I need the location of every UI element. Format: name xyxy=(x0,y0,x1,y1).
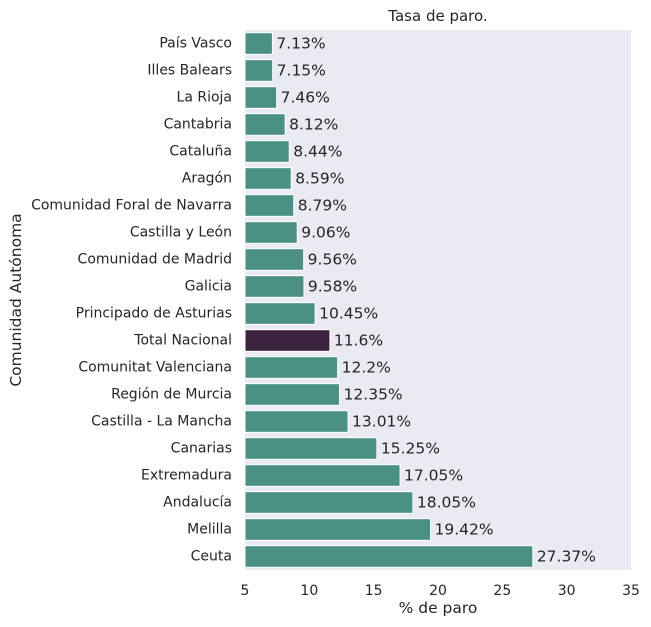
data-label: 13.01% xyxy=(352,413,411,431)
category-label: Cantabria xyxy=(164,117,232,133)
bar xyxy=(244,518,432,541)
data-label: 9.56% xyxy=(308,251,357,269)
bar xyxy=(244,221,298,244)
category-label: Melilla xyxy=(187,522,232,538)
data-label: 7.46% xyxy=(281,89,330,107)
data-label: 19.42% xyxy=(435,521,494,539)
category-label: Castilla - La Mancha xyxy=(91,414,232,430)
y-axis-title: Comunidad Autónoma xyxy=(7,213,25,386)
bar xyxy=(244,86,278,109)
x-tick-labels-group: 5 10 15 20 25 30 35 xyxy=(241,583,640,599)
bar xyxy=(244,383,341,406)
data-label: 10.45% xyxy=(319,305,378,323)
x-tick-label: 35 xyxy=(622,583,640,599)
bar xyxy=(244,437,378,460)
data-label: 8.44% xyxy=(293,143,342,161)
data-label: 18.05% xyxy=(417,494,476,512)
data-label: 8.12% xyxy=(289,116,338,134)
data-label: 12.35% xyxy=(344,386,403,404)
category-label: La Rioja xyxy=(177,90,232,106)
category-label: Ceuta xyxy=(191,549,232,565)
bar xyxy=(244,113,286,136)
bar xyxy=(244,491,414,514)
bars-group xyxy=(244,32,534,568)
bar xyxy=(244,464,401,487)
plot-area xyxy=(245,30,631,570)
bar xyxy=(244,329,331,352)
category-label: Illes Balears xyxy=(147,63,232,79)
category-label: Comunidad Foral de Navarra xyxy=(31,198,232,214)
category-label: Extremadura xyxy=(141,468,232,484)
bar xyxy=(244,140,290,163)
x-tick-label: 25 xyxy=(493,583,511,599)
category-label: Andalucía xyxy=(163,495,232,511)
x-tick-label: 10 xyxy=(300,583,318,599)
x-axis-title: % de paro xyxy=(399,599,478,617)
category-label: País Vasco xyxy=(159,36,232,52)
data-label: 27.37% xyxy=(537,548,596,566)
data-label: 7.15% xyxy=(277,62,326,80)
bar xyxy=(244,248,305,271)
category-label: Galicia xyxy=(185,279,232,295)
bar xyxy=(244,410,349,433)
bar xyxy=(244,545,534,568)
category-label: Aragón xyxy=(182,171,232,187)
bar xyxy=(244,167,292,190)
data-labels-group: 7.13% 7.15% 7.46% 8.12% 8.44% 8.59% 8.79% 9.06%… xyxy=(276,35,596,566)
category-label: Canarias xyxy=(171,441,232,457)
data-label: 8.59% xyxy=(295,170,344,188)
data-label: 11.6% xyxy=(334,332,383,350)
data-label: 12.2% xyxy=(342,359,391,377)
data-label: 17.05% xyxy=(404,467,463,485)
x-tick-label: 20 xyxy=(429,583,447,599)
bar xyxy=(244,32,273,55)
bar xyxy=(244,275,305,298)
x-tick-label: 15 xyxy=(365,583,383,599)
data-label: 9.58% xyxy=(308,278,357,296)
bar xyxy=(244,194,295,217)
category-label: Castilla y León xyxy=(130,225,232,241)
category-label: Región de Murcia xyxy=(111,387,232,403)
category-labels-group: País Vasco Illes Balears La Rioja Cantabria… xyxy=(31,36,232,565)
chart-title: Tasa de paro. xyxy=(387,7,487,25)
bar xyxy=(244,356,339,379)
data-label: 15.25% xyxy=(381,440,440,458)
category-label: Cataluña xyxy=(169,144,232,160)
category-label: Total Nacional xyxy=(133,333,232,349)
category-label: Comunidad de Madrid xyxy=(78,252,232,268)
x-tick-label: 5 xyxy=(241,583,250,599)
category-label: Comunitat Valenciana xyxy=(78,360,232,376)
category-label: Principado de Asturias xyxy=(76,306,232,322)
x-tick-label: 30 xyxy=(558,583,576,599)
data-label: 7.13% xyxy=(276,35,325,53)
data-label: 8.79% xyxy=(298,197,347,215)
bar xyxy=(244,302,316,325)
data-label: 9.06% xyxy=(301,224,350,242)
bar xyxy=(244,59,274,82)
